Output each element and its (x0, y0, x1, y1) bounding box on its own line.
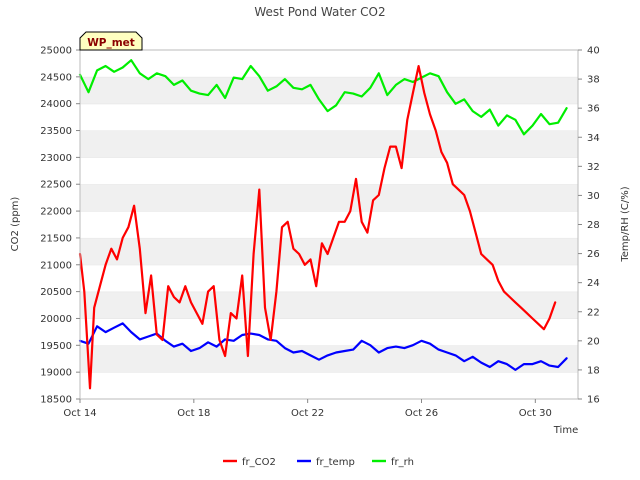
legend-label: fr_rh (391, 457, 414, 468)
x-tick-label: Oct 22 (291, 408, 324, 419)
y-tick-label: 24000 (40, 99, 72, 110)
y2-axis-label: Temp/RH (C/%) (620, 186, 631, 262)
y2-tick-label: 18 (587, 365, 600, 376)
grid-band (80, 50, 578, 77)
y-tick-label: 24500 (40, 72, 72, 83)
legend-label: fr_CO2 (242, 457, 276, 468)
y-tick-label: 22000 (40, 207, 72, 218)
x-tick-label: Oct 14 (63, 408, 96, 419)
y2-tick-label: 24 (587, 278, 600, 289)
y-tick-label: 23500 (40, 126, 72, 137)
x-tick-label: Oct 26 (405, 408, 438, 419)
grid-bands (80, 49, 578, 399)
y2-tick-label: 34 (587, 133, 600, 144)
legend-label: fr_temp (316, 457, 355, 468)
y-tick-label: 20500 (40, 287, 72, 298)
series-fr-CO2 (78, 65, 557, 390)
y-tick-label: 21000 (40, 260, 72, 271)
x-axis-label: Time (553, 425, 578, 436)
y-tick-label: 20000 (40, 314, 72, 325)
x-axis: Oct 14 Oct 18 Oct 22 Oct 26 Oct 30 (63, 399, 552, 419)
legend-item-fr-rh: fr_rh (372, 457, 414, 468)
legend-item-fr-CO2: fr_CO2 (223, 457, 276, 468)
y-axis-right: 16 18 20 22 24 26 28 30 32 34 36 38 40 (578, 46, 600, 406)
y2-tick-label: 32 (587, 162, 600, 173)
x-tick-label: Oct 30 (519, 408, 552, 419)
grid-band (80, 291, 578, 319)
series-layer (78, 59, 568, 390)
y2-tick-label: 22 (587, 307, 600, 318)
y-tick-label: 19000 (40, 368, 72, 379)
y2-tick-label: 30 (587, 191, 600, 202)
y-tick-label: 19500 (40, 341, 72, 352)
station-badge-label: WP_met (87, 37, 135, 49)
y-tick-label: 21500 (40, 233, 72, 244)
grid-band (80, 345, 578, 373)
legend: fr_CO2 fr_temp fr_rh (223, 457, 414, 468)
y-tick-label: 23000 (40, 153, 72, 164)
series-fr-rh (78, 59, 568, 136)
y2-tick-label: 38 (587, 75, 600, 86)
grid-band (80, 184, 578, 212)
grid-band (80, 157, 578, 185)
y-tick-label: 22500 (40, 180, 72, 191)
y-tick-label: 25000 (40, 46, 72, 57)
grid-band (80, 103, 578, 131)
chart-title: West Pond Water CO2 (254, 5, 385, 19)
y2-tick-label: 28 (587, 220, 600, 231)
y-axis-label: CO2 (ppm) (10, 197, 21, 252)
y2-tick-label: 26 (587, 249, 600, 260)
grid-band (80, 264, 578, 292)
y-tick-label: 18500 (40, 395, 72, 406)
y2-tick-label: 20 (587, 336, 600, 347)
y2-tick-label: 16 (587, 395, 600, 406)
y-axis-left: 18500 19000 19500 20000 20500 21000 21500 22000… (40, 46, 80, 406)
grid-band (80, 372, 578, 399)
grid-band (80, 76, 578, 104)
y2-tick-label: 36 (587, 104, 600, 115)
legend-item-fr-temp: fr_temp (297, 457, 355, 468)
grid-band (80, 211, 578, 238)
station-badge: WP_met (79, 31, 143, 51)
x-tick-label: Oct 18 (177, 408, 210, 419)
y2-tick-label: 40 (587, 46, 600, 57)
grid-band (80, 130, 578, 158)
station-badge-shape (79, 31, 143, 51)
